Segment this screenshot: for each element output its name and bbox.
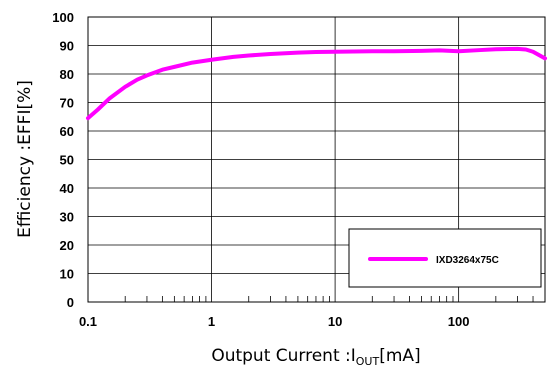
y-tick-label: 10 (60, 267, 74, 282)
x-tick-label: 1 (208, 314, 215, 329)
plot-frame (87, 16, 546, 303)
x-tick-label: 10 (328, 314, 342, 329)
y-tick-label: 20 (60, 238, 74, 253)
y-axis-title: Efficiency :EFFI[%] (15, 80, 35, 238)
series-line-ixd3264x75c (86, 46, 547, 121)
x-tick-label: 0.1 (79, 314, 97, 329)
y-tick-label: 0 (67, 295, 74, 310)
y-tick-label: 60 (60, 124, 74, 139)
x-tick-label: 100 (448, 314, 470, 329)
y-tick-label: 30 (60, 210, 74, 225)
y-tick-label: 80 (60, 67, 74, 82)
x-axis-title-subscript: OUT (356, 355, 380, 368)
series-layer (86, 46, 547, 121)
legend: IXD3264x75C (348, 228, 542, 288)
y-tick-label: 100 (52, 10, 74, 25)
y-tick-label: 50 (60, 153, 74, 168)
x-tick-labels: 0.1 1 10 100 (79, 314, 470, 329)
y-tick-label: 40 (60, 181, 74, 196)
legend-label-ixd3264x75c: IXD3264x75C (436, 255, 499, 266)
y-tick-label: 90 (60, 39, 74, 54)
x-axis-title-unit: [mA] (379, 346, 420, 366)
y-tick-labels: 0 10 20 30 40 50 60 70 80 90 100 (52, 10, 74, 310)
y-tick-label: 70 (60, 96, 74, 111)
x-axis-title-main: Output Current :I (211, 346, 355, 366)
minor-ticks (124, 296, 546, 302)
x-axis-title: Output Current :IOUT[mA] (211, 346, 420, 368)
